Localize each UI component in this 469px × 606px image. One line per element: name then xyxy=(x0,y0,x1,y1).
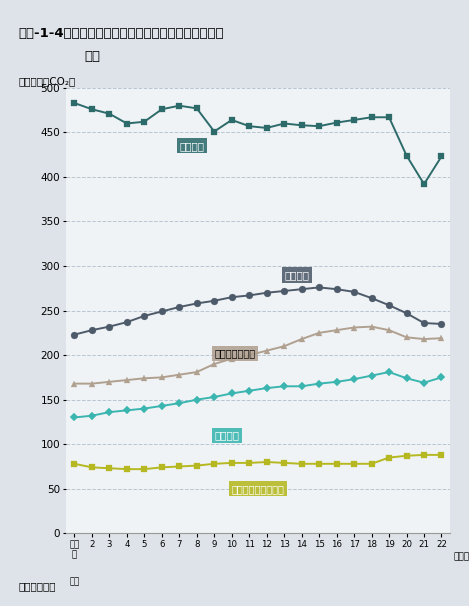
Text: 推移: 推移 xyxy=(84,50,100,62)
Text: 産業部門: 産業部門 xyxy=(179,141,204,151)
Text: 資料：環境省: 資料：環境省 xyxy=(19,581,56,591)
Text: （年度）: （年度） xyxy=(453,553,469,562)
Text: （百万トンCO₂）: （百万トンCO₂） xyxy=(19,76,76,86)
Text: 平成: 平成 xyxy=(69,578,80,587)
Text: エネルギー転換部門: エネルギー転換部門 xyxy=(232,484,285,494)
Text: 家庭部門: 家庭部門 xyxy=(214,430,239,441)
Text: 図１-1-4　部門別エネルギー起源二酸化炭素排出量の: 図１-1-4 部門別エネルギー起源二酸化炭素排出量の xyxy=(19,27,224,40)
Text: 業務その他部門: 業務その他部門 xyxy=(214,348,256,358)
Text: 運輸部門: 運輸部門 xyxy=(284,270,309,280)
